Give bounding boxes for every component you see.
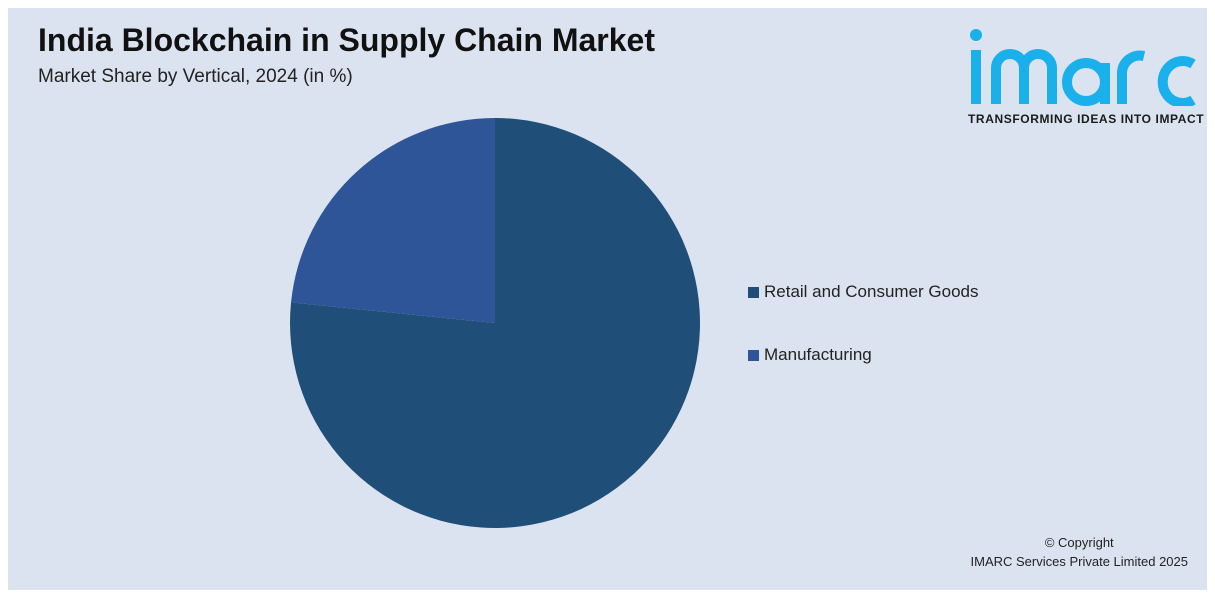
chart-background: India Blockchain in Supply Chain Market … — [8, 8, 1207, 590]
copyright-line-2: IMARC Services Private Limited 2025 — [970, 554, 1188, 569]
imarc-logo: TRANSFORMING IDEAS INTO IMPACT — [964, 20, 1204, 132]
chart-legend: Retail and Consumer Goods Manufacturing — [748, 280, 979, 406]
copyright-line-1: © Copyright — [1044, 535, 1114, 550]
pie-slice-manufacturing — [291, 118, 495, 323]
legend-item: Manufacturing — [748, 343, 979, 367]
legend-label: Manufacturing — [764, 345, 872, 364]
imarc-wordmark — [970, 29, 1196, 106]
copyright-notice: © Copyright IMARC Services Private Limit… — [971, 533, 1188, 571]
legend-swatch — [748, 349, 759, 361]
legend-item: Retail and Consumer Goods — [748, 280, 979, 304]
pie-chart — [290, 118, 701, 529]
logo-tagline: TRANSFORMING IDEAS INTO IMPACT — [968, 112, 1205, 126]
chart-title: India Blockchain in Supply Chain Market — [38, 22, 655, 58]
legend-swatch — [748, 286, 759, 298]
legend-label: Retail and Consumer Goods — [764, 282, 979, 301]
pie-slice-retail-and-consumer-goods — [290, 118, 701, 529]
logo-dot — [970, 29, 982, 41]
chart-subtitle: Market Share by Vertical, 2024 (in %) — [38, 66, 353, 87]
